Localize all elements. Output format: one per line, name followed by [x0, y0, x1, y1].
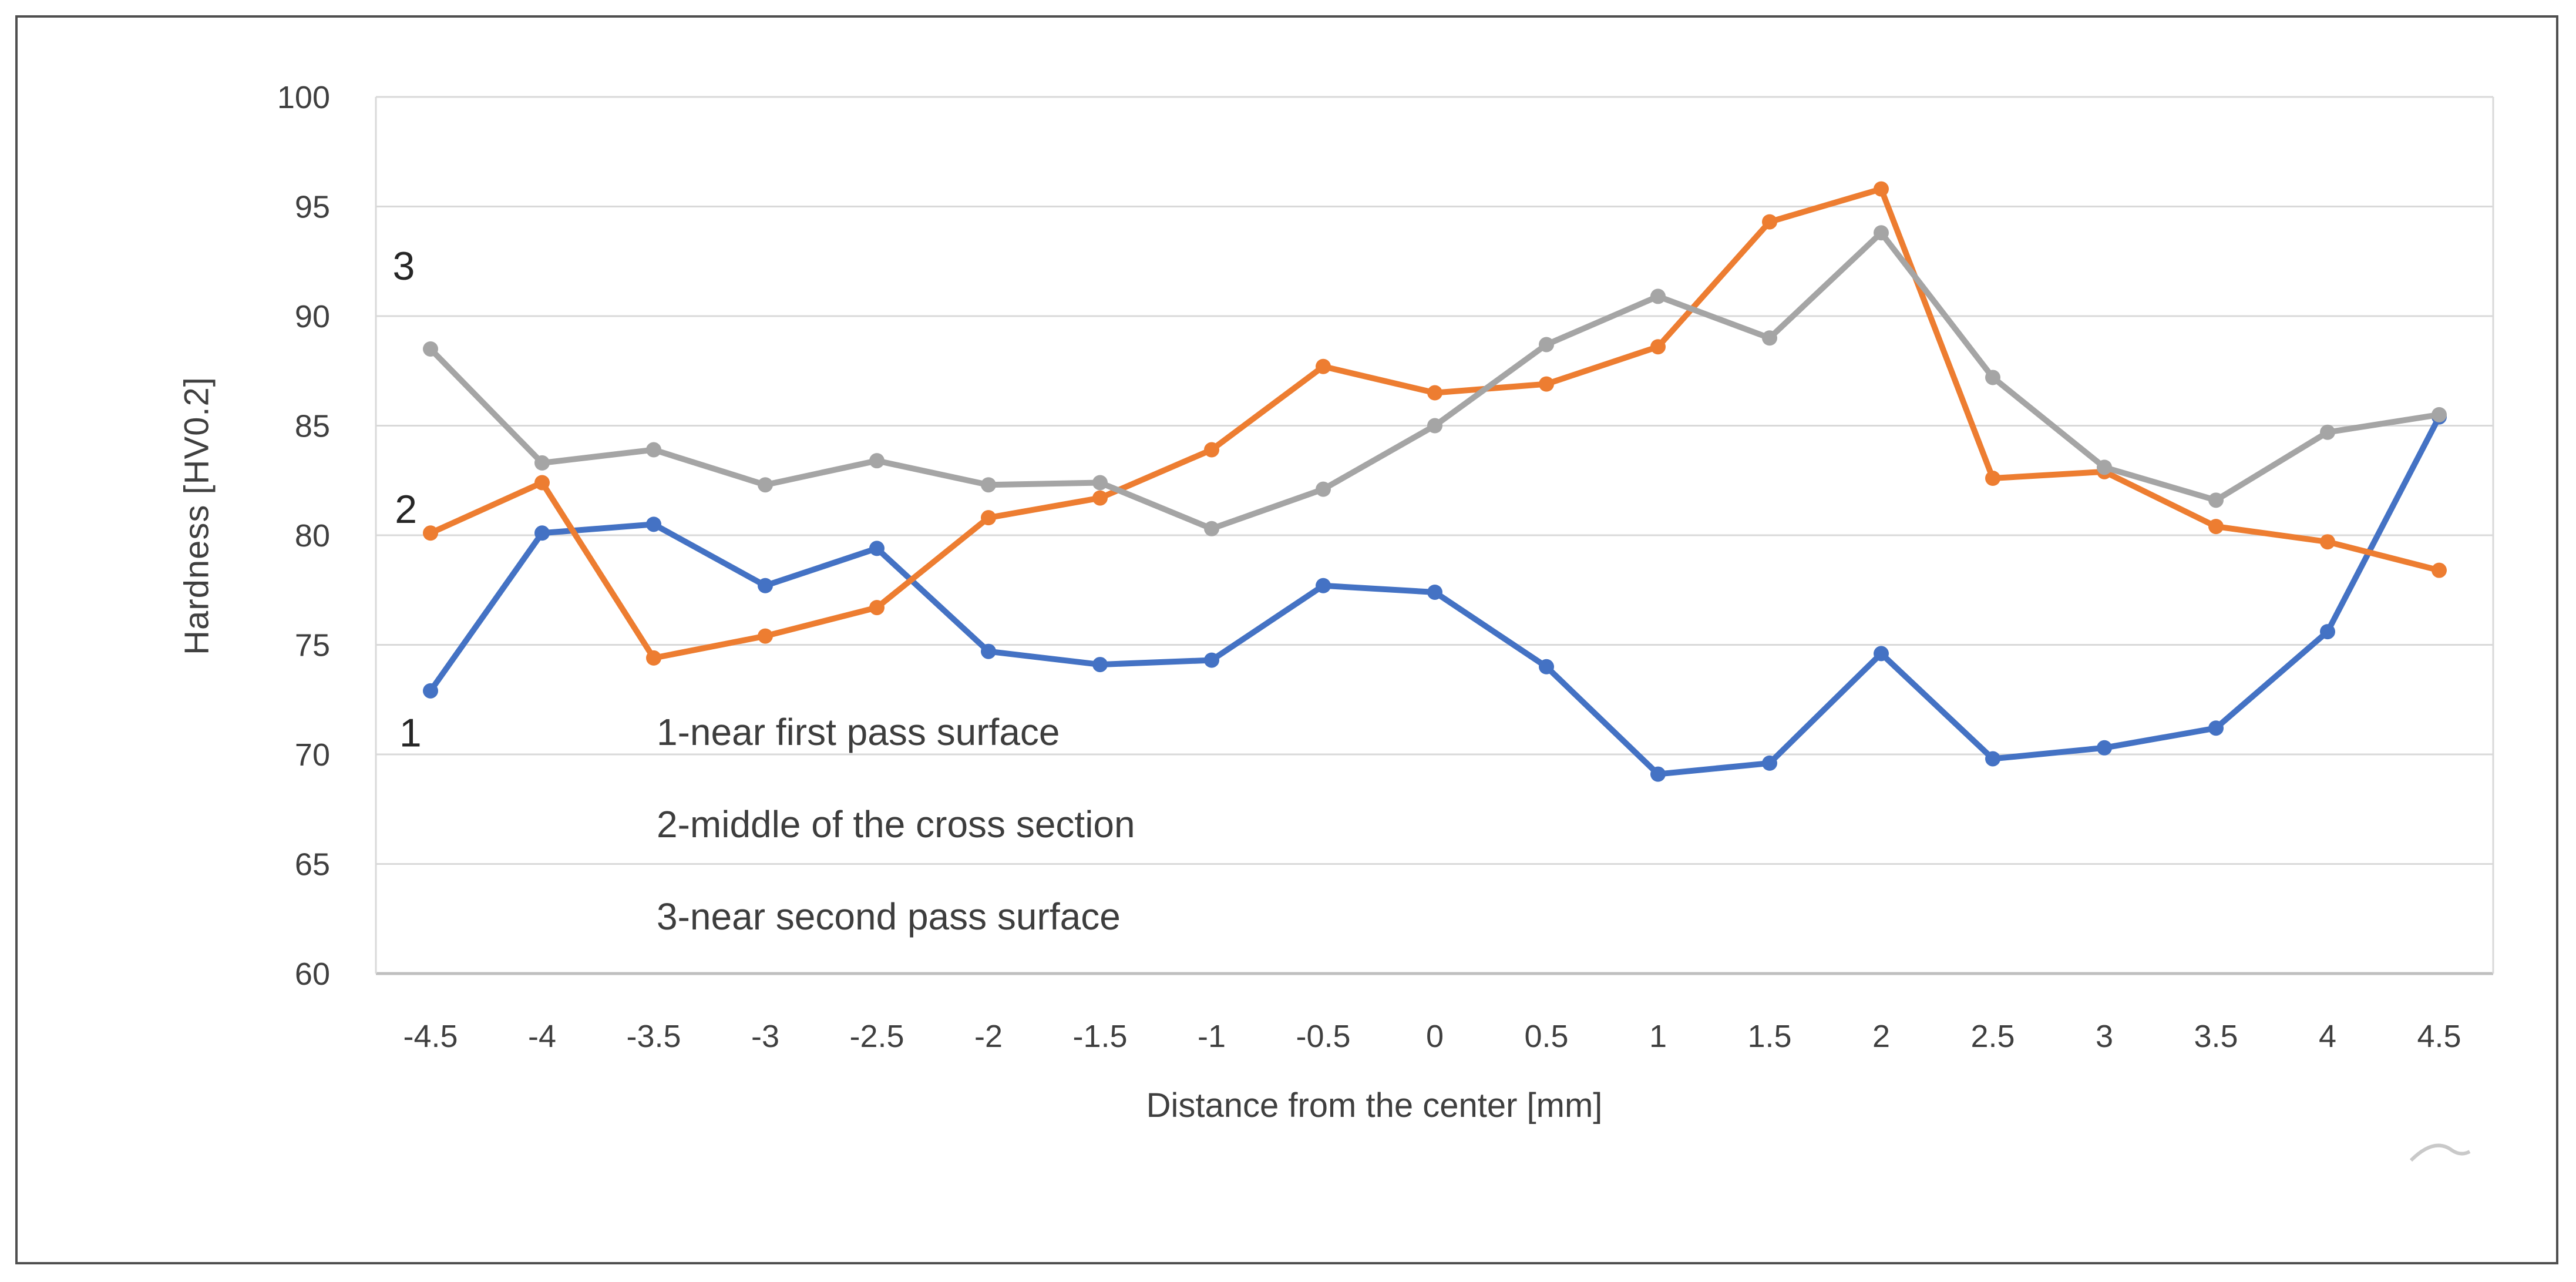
- x-tick-label--1: -1: [1198, 1019, 1226, 1054]
- series-1-marker--4: [534, 525, 550, 541]
- series-1-marker--1: [1204, 652, 1219, 668]
- x-tick-label-3: 3: [2096, 1019, 2113, 1054]
- series-3-marker-1.5: [1762, 330, 1777, 346]
- series-2-marker--0.5: [1316, 358, 1331, 374]
- x-tick-label--4.5: -4.5: [403, 1019, 458, 1054]
- y-tick-label-80: 80: [295, 518, 330, 553]
- x-tick-label--3: -3: [751, 1019, 779, 1054]
- y-tick-label-100: 100: [277, 80, 330, 115]
- series-2-marker-1.5: [1762, 214, 1777, 230]
- smudge-artifact: [2409, 1143, 2471, 1162]
- y-axis-title: Hardness [HV0.2]: [177, 377, 216, 655]
- y-tick-label-95: 95: [295, 190, 330, 225]
- series-number-label-1: 1: [399, 711, 422, 756]
- series-2-marker--2: [981, 510, 996, 526]
- x-tick-label--2.5: -2.5: [849, 1019, 904, 1054]
- series-1-marker-2.5: [1985, 751, 2000, 767]
- y-tick-label-75: 75: [295, 628, 330, 663]
- series-2-marker--1.5: [1092, 490, 1108, 506]
- y-tick-label-60: 60: [295, 957, 330, 992]
- series-3-marker--1.5: [1092, 475, 1108, 491]
- series-3-marker--4: [534, 455, 550, 471]
- series-3-marker-0: [1427, 418, 1442, 434]
- y-tick-label-65: 65: [295, 847, 330, 882]
- series-3-marker-2.5: [1985, 370, 2000, 385]
- series-2-marker-3.5: [2208, 519, 2224, 535]
- series-3-marker-3: [2097, 459, 2112, 475]
- series-1-marker--0.5: [1316, 578, 1331, 593]
- x-tick-label-3.5: 3.5: [2194, 1019, 2238, 1054]
- series-1-marker--2.5: [869, 541, 885, 556]
- series-2-marker-0.5: [1539, 376, 1554, 392]
- series-1-marker-0: [1427, 584, 1442, 600]
- x-tick-label--2: -2: [974, 1019, 1003, 1054]
- series-1-marker-0.5: [1539, 659, 1554, 674]
- x-tick-label-0.5: 0.5: [1524, 1019, 1568, 1054]
- series-number-label-3: 3: [392, 244, 415, 288]
- legend-annotations: 1-near first pass surface 2-middle of th…: [657, 686, 1135, 963]
- x-axis-title: Distance from the center [mm]: [1146, 1086, 1603, 1125]
- legend-line-2: 2-middle of the cross section: [657, 803, 1135, 845]
- series-2-marker--2.5: [869, 600, 885, 616]
- series-1-marker--1.5: [1092, 657, 1108, 673]
- series-1-marker-1.5: [1762, 755, 1777, 771]
- series-2-marker-4.5: [2432, 562, 2447, 578]
- x-tick-label-2.5: 2.5: [1970, 1019, 2015, 1054]
- series-3-marker--3.5: [646, 442, 661, 458]
- series-1-marker-1: [1650, 766, 1666, 782]
- y-tick-label-85: 85: [295, 409, 330, 444]
- x-tick-label--4: -4: [528, 1019, 556, 1054]
- series-2-marker-4: [2320, 534, 2335, 550]
- series-3-marker-4: [2320, 424, 2335, 440]
- y-tick-label-90: 90: [295, 299, 330, 334]
- series-2-marker--3: [758, 628, 773, 644]
- series-1-marker-3: [2097, 740, 2112, 756]
- series-3-marker-0.5: [1539, 337, 1554, 353]
- figure-border: [15, 15, 2558, 1264]
- x-tick-label-4.5: 4.5: [2417, 1019, 2461, 1054]
- series-2-marker-2: [1874, 181, 1889, 197]
- series-2-marker-0: [1427, 385, 1442, 401]
- series-3-marker--4.5: [423, 341, 438, 357]
- series-3-marker--2: [981, 477, 996, 493]
- x-tick-label-2: 2: [1872, 1019, 1890, 1054]
- x-tick-label--1.5: -1.5: [1072, 1019, 1127, 1054]
- x-tick-label-1: 1: [1649, 1019, 1667, 1054]
- x-tick-label-4: 4: [2319, 1019, 2336, 1054]
- series-3-marker-2: [1874, 225, 1889, 241]
- series-3-marker-1: [1650, 288, 1666, 304]
- series-line-3: [428, 230, 2442, 532]
- x-tick-label--0.5: -0.5: [1296, 1019, 1350, 1054]
- x-tick-label-0: 0: [1426, 1019, 1444, 1054]
- series-1-marker-3.5: [2208, 720, 2224, 736]
- series-1-marker--2: [981, 643, 996, 659]
- series-2-marker-1: [1650, 339, 1666, 355]
- series-2-marker--1: [1204, 442, 1219, 458]
- series-3-marker-3.5: [2208, 492, 2224, 508]
- series-3-marker-4.5: [2432, 407, 2447, 422]
- series-3-marker--2.5: [869, 453, 885, 469]
- series-3-marker--0.5: [1316, 481, 1331, 497]
- y-tick-label-70: 70: [295, 737, 330, 773]
- series-1-marker--4.5: [423, 683, 438, 699]
- series-1-marker--3.5: [646, 516, 661, 532]
- series-1-marker-2: [1874, 646, 1889, 662]
- series-2-marker--3.5: [646, 650, 661, 666]
- series-1-marker-4: [2320, 624, 2335, 640]
- series-3-marker--3: [758, 477, 773, 493]
- series-1-marker--3: [758, 578, 773, 593]
- legend-line-1: 1-near first pass surface: [657, 711, 1060, 753]
- legend-line-3: 3-near second pass surface: [657, 895, 1121, 938]
- series-2-marker-2.5: [1985, 471, 2000, 486]
- x-tick-label--3.5: -3.5: [626, 1019, 681, 1054]
- x-tick-label-1.5: 1.5: [1747, 1019, 1791, 1054]
- series-2-marker--4.5: [423, 525, 438, 541]
- series-2-marker--4: [534, 475, 550, 491]
- series-3-marker--1: [1204, 521, 1219, 536]
- series-number-label-2: 2: [395, 487, 417, 532]
